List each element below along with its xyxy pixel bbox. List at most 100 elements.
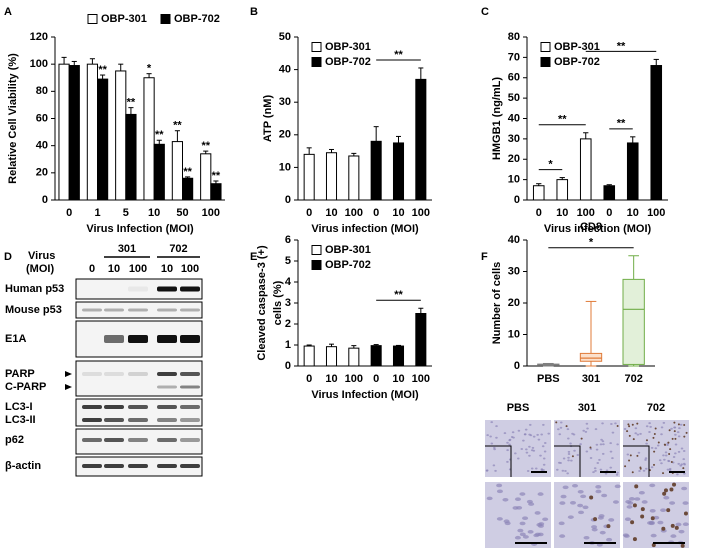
nucleus — [496, 489, 503, 494]
nucleus — [559, 421, 563, 424]
error-bar — [630, 136, 636, 143]
blot-row-label: Mouse p53 — [5, 304, 62, 316]
nucleus — [559, 426, 563, 429]
stained-cell — [674, 525, 679, 530]
significance: ** — [183, 166, 192, 178]
error-bar — [351, 152, 357, 156]
nucleus — [634, 427, 638, 430]
nucleus — [572, 483, 579, 488]
y-axis-title: Cleaved caspase-3 (+) — [256, 245, 268, 361]
nucleus — [677, 462, 681, 465]
nucleus — [664, 451, 668, 454]
stained-cell — [668, 429, 671, 432]
bar — [650, 65, 663, 201]
y-tick-label: 70 — [508, 51, 520, 63]
nucleus — [650, 466, 654, 469]
stained-cell — [657, 441, 660, 444]
nucleus — [667, 459, 670, 462]
nucleus — [567, 515, 574, 519]
nucleus — [528, 502, 535, 506]
nucleus — [614, 484, 621, 489]
nucleus — [682, 522, 689, 527]
nucleus — [679, 464, 683, 467]
nucleus — [541, 445, 545, 448]
nucleus — [600, 438, 603, 441]
nucleus — [624, 517, 631, 521]
x-tick-label: 301 — [582, 373, 600, 385]
stained-cell — [662, 472, 665, 475]
nucleus — [650, 533, 657, 538]
y-tick-label: 30 — [508, 133, 520, 145]
error-bar — [328, 343, 335, 347]
stained-cell — [606, 524, 611, 529]
nucleus — [670, 427, 673, 430]
stained-cell — [571, 455, 574, 458]
nucleus — [528, 433, 531, 436]
blot-band — [82, 308, 102, 312]
nucleus — [517, 429, 521, 432]
nucleus — [645, 425, 649, 428]
nucleus — [492, 464, 496, 467]
significance: ** — [212, 170, 221, 182]
blot-band — [128, 418, 148, 422]
bar — [415, 78, 427, 201]
blot-band — [157, 308, 177, 312]
panel-label: E — [250, 251, 257, 263]
blot-band — [128, 438, 148, 442]
stained-cell — [640, 507, 645, 512]
stained-cell — [636, 422, 639, 425]
panel-label: A — [4, 6, 12, 18]
nucleus — [601, 493, 608, 498]
error-bar — [653, 58, 659, 66]
nucleus — [532, 449, 536, 452]
bar — [200, 153, 212, 201]
stained-cell — [670, 523, 675, 528]
nucleus — [576, 453, 580, 456]
nucleus — [532, 435, 536, 438]
nucleus — [682, 450, 686, 453]
error-bar — [156, 139, 162, 145]
nucleus — [519, 532, 526, 537]
stained-cell — [628, 434, 631, 437]
nucleus — [594, 469, 597, 472]
error-bar — [203, 150, 209, 154]
nucleus — [648, 430, 651, 433]
nucleus — [599, 468, 603, 471]
legend-label: OBP-301 — [101, 13, 147, 25]
bar — [348, 347, 360, 367]
blot-row-label: E1A — [5, 333, 26, 345]
x-tick-label: 10 — [392, 373, 404, 385]
nucleus — [508, 443, 511, 446]
comparison-label: ** — [558, 114, 567, 126]
blot-row-label: Human p53 — [5, 283, 64, 295]
nucleus — [522, 439, 525, 442]
y-tick-label: 60 — [36, 112, 48, 124]
error-bar — [61, 56, 67, 65]
y-axis-title: Number of cells — [491, 262, 503, 345]
nucleus — [537, 492, 544, 496]
nucleus — [638, 490, 645, 495]
x-tick-label: 100 — [202, 207, 220, 219]
x-tick-label: 0 — [373, 373, 379, 385]
nucleus — [663, 495, 670, 500]
bar — [153, 143, 165, 201]
blot-header: (MOI) — [26, 263, 54, 275]
nucleus — [642, 469, 646, 472]
blot-header: Virus — [28, 250, 55, 262]
blot-band — [180, 286, 200, 292]
x-tick-label: 100 — [345, 373, 363, 385]
nucleus — [559, 501, 566, 505]
nucleus — [580, 494, 587, 499]
nucleus — [527, 530, 534, 534]
legend-label: OBP-702 — [325, 259, 371, 271]
stained-cell — [639, 467, 642, 470]
y-tick-label: 30 — [279, 96, 291, 108]
nucleus — [564, 470, 567, 473]
blot-group: 301 — [118, 243, 136, 255]
stained-cell — [631, 423, 634, 426]
stained-cell — [682, 467, 685, 470]
significance: ** — [155, 129, 164, 141]
legend-swatch — [160, 14, 171, 24]
nucleus — [641, 500, 648, 504]
legend-label: OBP-702 — [325, 56, 371, 68]
